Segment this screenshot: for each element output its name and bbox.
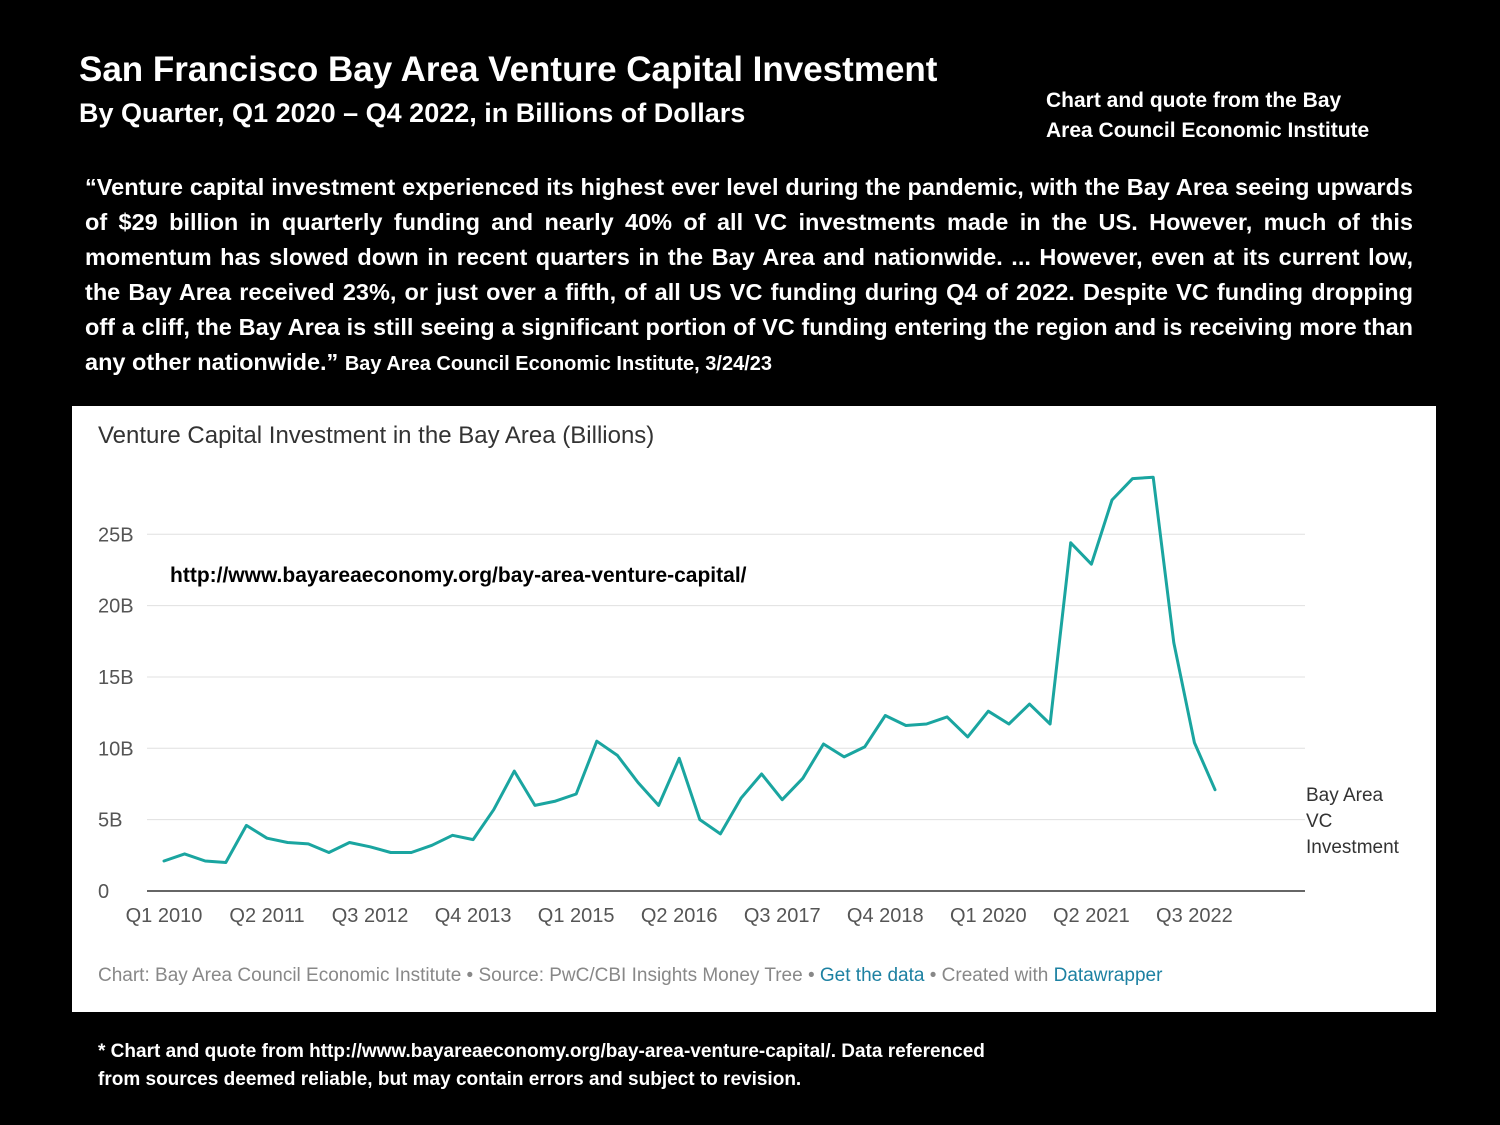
disclaimer: * Chart and quote from http://www.bayare… bbox=[98, 1041, 985, 1090]
chart-title: Venture Capital Investment in the Bay Ar… bbox=[98, 422, 655, 449]
x-tick-label: Q4 2013 bbox=[435, 905, 512, 927]
y-tick-label: 0 bbox=[98, 881, 109, 903]
y-tick-label: 15B bbox=[98, 667, 134, 689]
chart-panel: 0 5B 10B 15B 20B 25B Q1 2010 Q2 2011 Q3 2012 Q4 2… bbox=[72, 406, 1436, 1012]
credit-line-2: Area Council Economic Institute bbox=[1046, 119, 1370, 142]
datawrapper-link[interactable]: Datawrapper bbox=[1053, 965, 1163, 986]
x-tick-label: Q1 2020 bbox=[950, 905, 1027, 927]
y-tick-label: 20B bbox=[98, 596, 134, 618]
series-label: VC bbox=[1306, 811, 1332, 832]
line-chart: 0 5B 10B 15B 20B 25B Q1 2010 Q2 2011 Q3 2012 Q4 2… bbox=[98, 475, 1400, 927]
credit-line-1: Chart and quote from the Bay bbox=[1046, 89, 1342, 112]
y-tick-label: 5B bbox=[98, 810, 122, 832]
y-tick-label: 25B bbox=[98, 524, 134, 546]
x-tick-label: Q3 2017 bbox=[744, 905, 821, 927]
url-annotation: http://www.bayareaeconomy.org/bay-area-v… bbox=[170, 564, 747, 587]
quote-attribution: Bay Area Council Economic Institute, 3/2… bbox=[344, 353, 773, 375]
footer-created: • Created with bbox=[924, 965, 1054, 986]
quote-text: “Venture capital investment experienced … bbox=[85, 174, 1413, 375]
y-tick-label: 10B bbox=[98, 738, 134, 760]
x-tick-label: Q2 2021 bbox=[1053, 905, 1130, 927]
slide-title: San Francisco Bay Area Venture Capital I… bbox=[79, 50, 938, 89]
chart-footer: Chart: Bay Area Council Economic Institu… bbox=[98, 965, 1162, 987]
x-tick-label: Q2 2016 bbox=[641, 905, 718, 927]
x-tick-label: Q3 2022 bbox=[1156, 905, 1233, 927]
series-line-bay-area-vc bbox=[162, 475, 1217, 864]
x-tick-label: Q2 2011 bbox=[229, 905, 304, 927]
x-tick-label: Q1 2010 bbox=[126, 905, 203, 927]
x-tick-label: Q3 2012 bbox=[332, 905, 409, 927]
x-tick-label: Q4 2018 bbox=[847, 905, 924, 927]
series-label: Investment bbox=[1306, 837, 1400, 858]
slide-subtitle: By Quarter, Q1 2020 – Q4 2022, in Billio… bbox=[79, 98, 746, 128]
series-label: Bay Area bbox=[1306, 785, 1384, 806]
footer-credit: Chart: Bay Area Council Economic Institu… bbox=[98, 965, 820, 986]
x-tick-label: Q1 2015 bbox=[538, 905, 615, 927]
get-the-data-link[interactable]: Get the data bbox=[819, 965, 925, 986]
credit-note: Chart and quote from the Bay Area Counci… bbox=[1046, 86, 1406, 146]
quote-block: “Venture capital investment experienced … bbox=[85, 170, 1413, 382]
